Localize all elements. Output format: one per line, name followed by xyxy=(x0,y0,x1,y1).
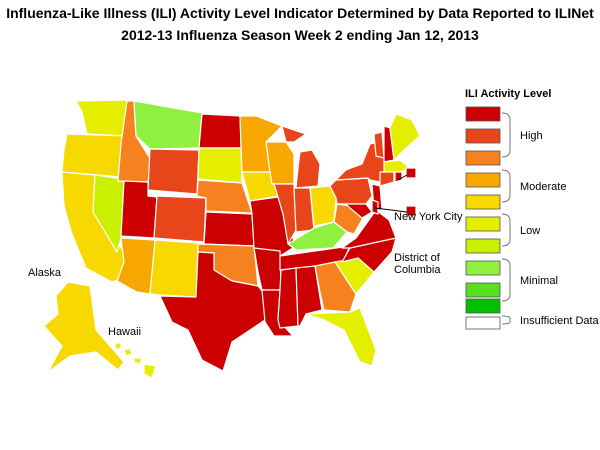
state-WA xyxy=(75,99,129,137)
legend-swatch-level-4 xyxy=(465,238,501,254)
legend-swatch-level-1 xyxy=(465,298,501,314)
state-VT xyxy=(373,131,385,159)
dc-label-line1: District of xyxy=(394,252,441,264)
state-NE xyxy=(196,179,253,214)
state-TX xyxy=(159,251,271,372)
hawaii-label: Hawaii xyxy=(108,326,141,338)
state-OR xyxy=(61,133,128,178)
nyc-box xyxy=(405,167,417,179)
legend-title: ILI Activity Level xyxy=(465,88,551,100)
state-WY xyxy=(147,148,200,195)
state-PA xyxy=(329,177,373,205)
legend: ILI Activity Level High Moderate Low Min… xyxy=(465,88,600,330)
state-MS xyxy=(277,267,299,329)
state-VA xyxy=(341,209,397,249)
legend-swatch-level-10 xyxy=(465,106,501,122)
legend-swatch-level-8 xyxy=(465,150,501,166)
state-SD xyxy=(197,147,243,184)
nyc-leader-line xyxy=(397,174,408,181)
state-FL xyxy=(305,307,377,367)
state-MT xyxy=(133,100,203,150)
legend-swatch-level-7 xyxy=(465,172,501,188)
legend-bracket-moderate xyxy=(501,169,511,203)
state-NM xyxy=(149,239,199,298)
dc-leader-line xyxy=(374,207,408,213)
legend-swatch-level-9 xyxy=(465,128,501,144)
map-title: Influenza-Like Illness (ILI) Activity Le… xyxy=(6,5,594,21)
state-CO xyxy=(153,195,207,243)
legend-label-high: High xyxy=(520,130,543,142)
legend-swatch-level-0 xyxy=(465,316,501,330)
legend-label-low: Low xyxy=(520,225,540,237)
legend-swatch-level-6 xyxy=(465,194,501,210)
legend-swatch-level-5 xyxy=(465,216,501,232)
legend-bracket-insufficient xyxy=(501,315,511,325)
state-AZ xyxy=(116,237,156,295)
alaska-label: Alaska xyxy=(28,267,62,279)
state-OH xyxy=(309,185,337,227)
legend-bracket-low xyxy=(501,213,511,247)
state-DE xyxy=(371,199,379,215)
state-AK xyxy=(43,281,125,373)
state-KS xyxy=(203,211,255,247)
state-RI xyxy=(394,171,403,183)
legend-swatch-level-2 xyxy=(465,282,501,298)
dc-label-line2: Columbia xyxy=(394,264,441,276)
legend-label-insufficient: Insufficient Data xyxy=(520,315,600,327)
legend-bracket-minimal xyxy=(501,258,511,302)
legend-swatch-level-3 xyxy=(465,260,501,276)
state-ME xyxy=(389,113,421,161)
state-CT xyxy=(379,171,395,187)
state-MD xyxy=(345,203,373,219)
legend-label-moderate: Moderate xyxy=(520,181,566,193)
map-subtitle: 2012-13 Influenza Season Week 2 ending J… xyxy=(121,27,479,43)
state-ND xyxy=(198,113,242,149)
legend-bracket-high xyxy=(501,112,511,158)
state-MI xyxy=(281,125,321,189)
state-MA xyxy=(383,159,411,173)
state-HI xyxy=(113,341,157,379)
nyc-label: New York City xyxy=(394,211,463,223)
dc-box xyxy=(405,205,417,217)
legend-label-minimal: Minimal xyxy=(520,275,558,287)
